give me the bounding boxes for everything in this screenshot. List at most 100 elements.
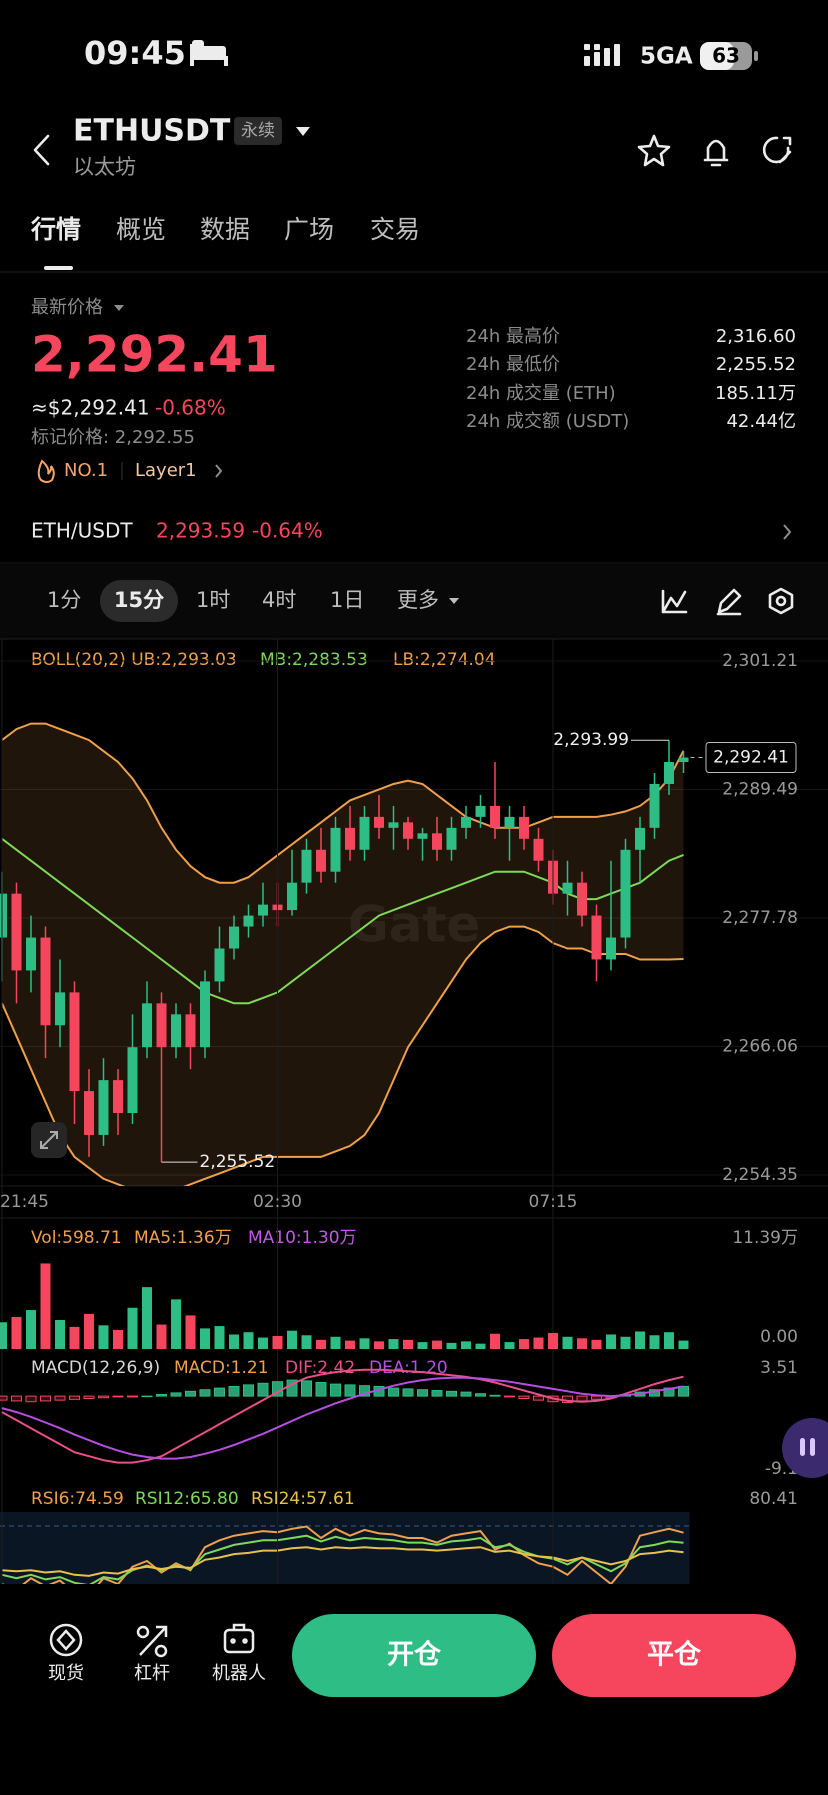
chevron[interactable] (783, 524, 792, 540)
mark-price: 标记价格: 2,292.55 (31, 427, 195, 448)
candle-body (316, 849, 326, 872)
macd-bar (83, 1395, 95, 1400)
macd-bar (228, 1386, 240, 1397)
interval[interactable]: 1分 (47, 588, 81, 612)
open-button-label[interactable]: 开仓 (387, 1640, 442, 1671)
price-label: 最新价格 (31, 297, 103, 318)
leverage-icon[interactable] (136, 1625, 168, 1658)
volume-bar (258, 1337, 268, 1349)
tool-label[interactable]: 现货 (48, 1663, 84, 1684)
indicator-button[interactable] (661, 589, 688, 614)
favorite-button[interactable] (637, 134, 671, 167)
stat-label: 24h 成交量 (ETH) (466, 383, 616, 404)
interval[interactable]: 1时 (196, 588, 230, 612)
interval[interactable]: 1日 (330, 588, 364, 612)
volume-bar (272, 1336, 283, 1349)
alert-button[interactable] (703, 139, 729, 167)
candle-body (40, 937, 51, 1026)
tab[interactable]: 交易 (370, 215, 420, 244)
usd-price: ≈$2,292.41 (31, 396, 150, 420)
macd-legend: DEA:1.20 (369, 1358, 448, 1378)
volume-bar (635, 1331, 645, 1349)
candle-body (577, 882, 587, 916)
sector[interactable]: Layer1 (135, 460, 197, 481)
price-label-dropdown[interactable] (114, 305, 124, 311)
x-tick-label: 07:15 (529, 1192, 578, 1212)
tool-label[interactable]: 杠杆 (134, 1663, 170, 1684)
macd-bar (185, 1390, 196, 1397)
interval[interactable]: 4时 (262, 588, 296, 612)
x-tick-label: 21:45 (0, 1192, 49, 1212)
chevron (215, 464, 223, 478)
macd-bar (214, 1387, 225, 1397)
subtitle: 以太坊 (73, 155, 136, 179)
spot-change: -0.64% (252, 519, 323, 543)
volume-bar (142, 1287, 152, 1349)
macd-bar (11, 1395, 22, 1402)
stat-value: 185.11万 (715, 383, 796, 404)
tab[interactable]: 概览 (116, 215, 166, 244)
candle-body (461, 816, 471, 828)
tool-label[interactable]: 机器人 (212, 1663, 266, 1684)
spot-icon[interactable] (49, 1623, 83, 1657)
interval[interactable]: 15分 (114, 588, 164, 612)
interval-pill (100, 580, 178, 622)
volume-bar (243, 1332, 254, 1349)
candle-body (156, 1003, 167, 1048)
boll-legend: MB:2,283.53 (260, 650, 368, 670)
symbol-dropdown[interactable] (296, 127, 310, 136)
volume-bar (84, 1313, 94, 1349)
y-tick-label: 2,301.21 (722, 651, 798, 671)
candle-body (258, 904, 268, 916)
macd-bar (127, 1395, 138, 1398)
volume-bar (316, 1339, 326, 1349)
candle-body (606, 937, 616, 960)
expand-button[interactable] (31, 1122, 67, 1158)
badge: 永续 (241, 121, 275, 141)
candle-body (678, 757, 689, 763)
bot-icon[interactable] (223, 1623, 255, 1654)
volume-bar (26, 1310, 36, 1349)
draw-button[interactable] (716, 588, 742, 616)
volume-bar (0, 1322, 7, 1349)
volume-bar (374, 1341, 384, 1349)
tab[interactable]: 行情 (30, 215, 81, 244)
clock: 09:45 (84, 34, 186, 72)
candle-body (649, 783, 660, 828)
macd-bar (533, 1395, 544, 1401)
volume-legend: MA5:1.36万 (134, 1228, 232, 1248)
volume-bar (156, 1324, 167, 1349)
rsi-line (1, 1534, 684, 1584)
tab[interactable]: 广场 (284, 215, 334, 244)
symbol[interactable]: ETHUSDT (73, 114, 231, 149)
rsi-line (2, 1525, 684, 1584)
candle-body (388, 822, 399, 828)
flame-icon (37, 459, 55, 483)
rsi-legend: RSI24:57.61 (251, 1489, 355, 1509)
sleep-icon (190, 40, 228, 66)
tab[interactable]: 数据 (200, 215, 250, 244)
close-button[interactable] (552, 1614, 796, 1697)
volume-legend: MA10:1.30万 (248, 1228, 357, 1248)
back-button[interactable] (33, 134, 50, 166)
settings-dot (775, 595, 787, 607)
spot-pair[interactable]: ETH/USDT (31, 519, 133, 543)
volume-bar (432, 1340, 442, 1349)
candle-body (287, 882, 297, 911)
settings-button[interactable] (768, 587, 794, 615)
macd-bar (0, 1395, 8, 1401)
open-button[interactable] (292, 1614, 536, 1697)
volume-bar (330, 1336, 341, 1349)
candle-body (664, 762, 674, 784)
rsi-legend: RSI12:65.80 (135, 1489, 239, 1509)
battery-level: 63 (712, 44, 740, 68)
close-button-label[interactable]: 平仓 (647, 1640, 702, 1671)
interval-more[interactable]: 更多 (397, 588, 439, 612)
candle-body (504, 816, 515, 828)
volume-bar (127, 1307, 138, 1349)
share-button[interactable] (762, 136, 792, 164)
floating-bubble[interactable] (782, 1418, 828, 1478)
macd-bar (417, 1389, 428, 1397)
volume-bar (185, 1315, 196, 1349)
macd-bar (489, 1394, 501, 1397)
